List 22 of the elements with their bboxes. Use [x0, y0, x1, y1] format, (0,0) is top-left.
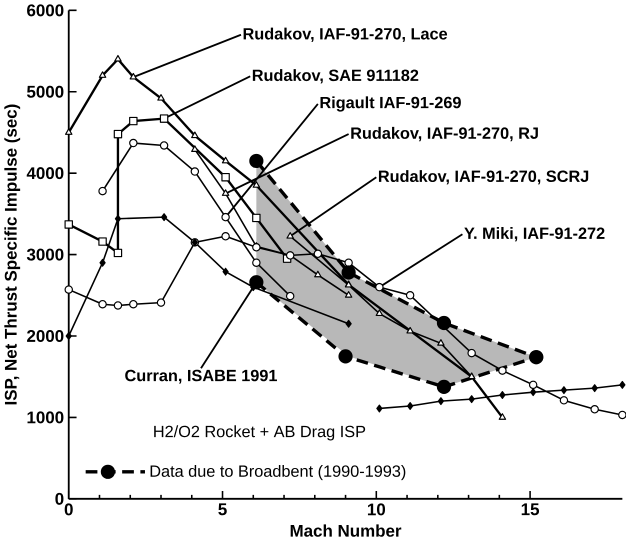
text: Rigault IAF-91-269	[320, 96, 461, 112]
text: Curran, ISABE 1991	[125, 370, 277, 384]
y-tick-label: 3000	[26, 248, 64, 261]
y-tick-label: 5000	[26, 86, 64, 98]
y-tick-label: 0	[55, 492, 64, 505]
series-label: H2/O2 Rocket + AB Drag ISP	[154, 425, 366, 440]
text: Y. Miki, IAF-91-272	[464, 226, 604, 242]
text: Rudakov, IAF-91-270, RJ	[351, 126, 538, 142]
x-tick-label: 15	[522, 503, 540, 516]
x-axis-title: Mach Number	[290, 524, 402, 537]
y-axis-title: ISP, Net Thrust Specific Impulse (sec)	[4, 104, 20, 404]
x-tick-label: 0	[64, 503, 73, 516]
x-tick-label: 5	[218, 503, 227, 516]
y-tick-label: 4000	[26, 167, 64, 180]
y-tick-label: 2000	[27, 330, 64, 342]
text: Rudakov, IAF-91-270, SCRJ	[378, 170, 588, 184]
text: Rudakov, IAF-91-270, Lace	[244, 28, 448, 42]
text: Rudakov, SAE 911182	[252, 69, 418, 84]
y-tick-label: 1000	[28, 411, 64, 424]
x-tick-label: 10	[368, 503, 386, 516]
y-tick-label: 6000	[27, 4, 64, 16]
legend-label: Data due to Broadbent (1990-1993)	[150, 464, 406, 480]
